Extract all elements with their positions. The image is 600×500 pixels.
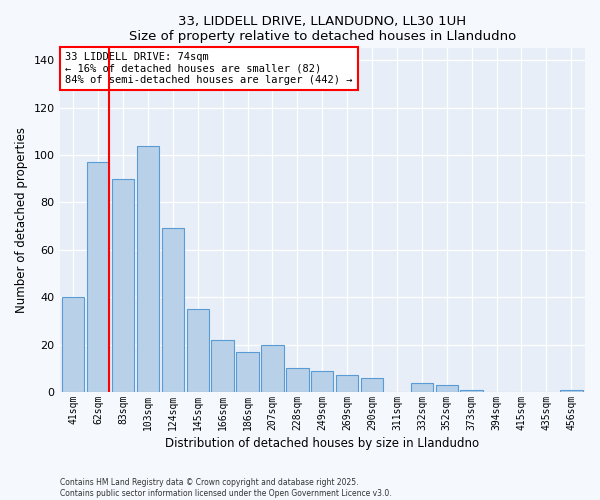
Bar [286,368,308,392]
Bar [361,378,383,392]
Bar [560,390,583,392]
Bar [187,309,209,392]
X-axis label: Distribution of detached houses by size in Llandudno: Distribution of detached houses by size … [165,437,479,450]
Bar [161,228,184,392]
Text: Contains HM Land Registry data © Crown copyright and database right 2025.
Contai: Contains HM Land Registry data © Crown c… [60,478,392,498]
Bar [211,340,234,392]
Bar [62,297,85,392]
Bar [311,370,334,392]
Text: 33 LIDDELL DRIVE: 74sqm
← 16% of detached houses are smaller (82)
84% of semi-de: 33 LIDDELL DRIVE: 74sqm ← 16% of detache… [65,52,352,85]
Bar [236,352,259,392]
Bar [87,162,109,392]
Bar [112,178,134,392]
Bar [410,382,433,392]
Bar [261,344,284,392]
Y-axis label: Number of detached properties: Number of detached properties [15,127,28,313]
Bar [336,376,358,392]
Bar [460,390,483,392]
Bar [137,146,159,392]
Title: 33, LIDDELL DRIVE, LLANDUDNO, LL30 1UH
Size of property relative to detached hou: 33, LIDDELL DRIVE, LLANDUDNO, LL30 1UH S… [128,15,516,43]
Bar [436,385,458,392]
